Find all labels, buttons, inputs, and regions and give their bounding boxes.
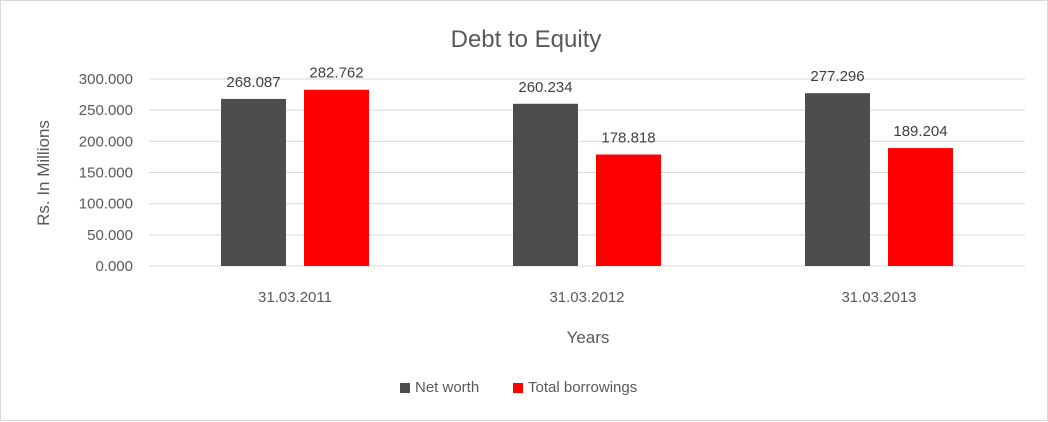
bar-total-borrowings bbox=[888, 148, 953, 266]
x-tick-label: 31.03.2011 bbox=[258, 289, 332, 306]
data-label: 189.204 bbox=[893, 123, 947, 140]
bars bbox=[221, 89, 953, 267]
bar-total-borrowings bbox=[304, 89, 369, 266]
bar-net-worth bbox=[513, 103, 578, 266]
y-tick-label: 200.000 bbox=[79, 133, 133, 150]
y-tick-label: 300.000 bbox=[79, 71, 133, 88]
y-axis-tick-labels: 0.000 50.000 100.000 150.000 200.000 250.000 3… bbox=[79, 71, 133, 275]
y-tick-label: 250.000 bbox=[79, 102, 133, 119]
x-axis-title: Years bbox=[567, 328, 610, 347]
bar-net-worth bbox=[221, 98, 286, 267]
x-tick-label: 31.03.2013 bbox=[841, 289, 916, 306]
y-tick-label: 150.000 bbox=[79, 165, 133, 182]
bar-total-borrowings bbox=[596, 154, 661, 266]
data-labels: 268.087 282.762 260.234 178.818 277.296 189.2… bbox=[226, 65, 947, 147]
y-axis-title: Rs. In Millions bbox=[34, 120, 53, 226]
gridlines bbox=[149, 78, 1025, 267]
legend-label: Total borrowings bbox=[528, 379, 637, 396]
y-tick-label: 50.000 bbox=[87, 227, 133, 244]
data-label: 268.087 bbox=[226, 74, 280, 91]
legend-swatch bbox=[513, 383, 523, 393]
data-label: 260.234 bbox=[518, 79, 572, 96]
chart-title: Debt to Equity bbox=[451, 26, 602, 53]
x-axis-tick-labels: 31.03.2011 31.03.2012 31.03.2013 bbox=[258, 289, 917, 306]
bar-net-worth bbox=[805, 93, 870, 266]
legend-swatch bbox=[400, 383, 410, 393]
y-tick-label: 100.000 bbox=[79, 196, 133, 213]
data-label: 277.296 bbox=[810, 68, 864, 85]
legend-label: Net worth bbox=[415, 379, 479, 396]
data-label: 282.762 bbox=[309, 65, 363, 82]
legend: Net worth Total borrowings bbox=[400, 379, 637, 396]
x-tick-label: 31.03.2012 bbox=[549, 289, 624, 306]
y-tick-label: 0.000 bbox=[95, 258, 133, 275]
data-label: 178.818 bbox=[601, 130, 655, 147]
